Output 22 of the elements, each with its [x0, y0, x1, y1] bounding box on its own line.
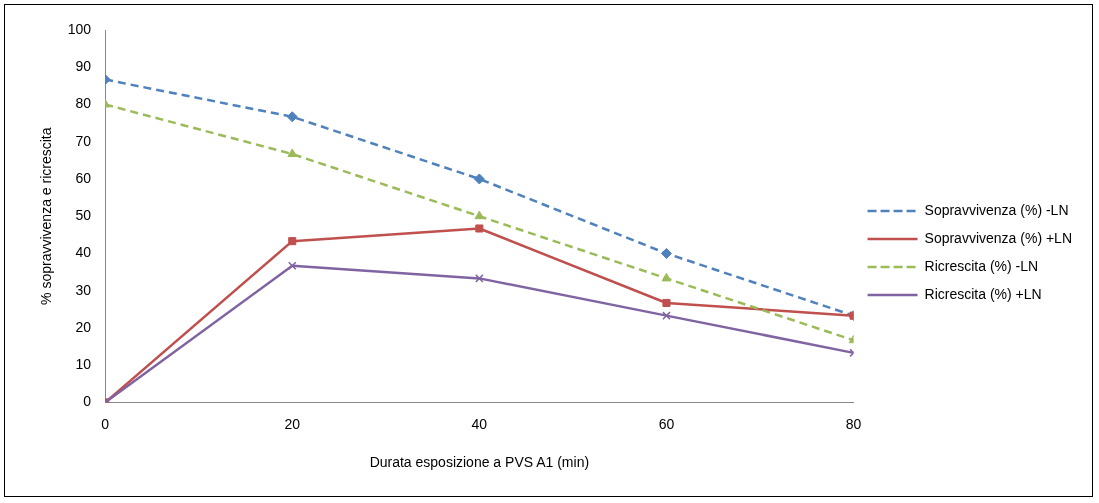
y-tick-label: 30 [75, 281, 92, 298]
y-tick-label: 10 [75, 356, 92, 373]
y-tick-label: 40 [75, 244, 92, 261]
legend-label: Sopravvivenza (%) +LN [924, 229, 1072, 246]
y-tick-label: 90 [75, 58, 92, 75]
x-axis-title: Durata esposizione a PVS A1 (min) [369, 454, 590, 471]
x-tick-label: 20 [284, 415, 301, 432]
y-tick-label: 0 [83, 393, 92, 410]
x-tick-label: 40 [471, 415, 488, 432]
legend-label: Sopravvivenza (%) -LN [924, 201, 1069, 218]
y-tick-label: 70 [75, 132, 92, 149]
y-tick-label: 100 [67, 20, 92, 37]
y-tick-label: 20 [75, 318, 92, 335]
y-tick-label: 80 [75, 95, 92, 112]
x-tick-label: 0 [101, 415, 110, 432]
y-tick-label: 50 [75, 207, 92, 224]
x-tick-label: 60 [658, 415, 675, 432]
x-tick-label: 80 [845, 415, 862, 432]
y-tick-label: 60 [75, 169, 92, 186]
y-axis-title: % sopravvivenza e ricrescita [38, 127, 55, 305]
legend-label: Ricrescita (%) +LN [924, 285, 1042, 302]
legend-label: Ricrescita (%) -LN [924, 257, 1039, 274]
